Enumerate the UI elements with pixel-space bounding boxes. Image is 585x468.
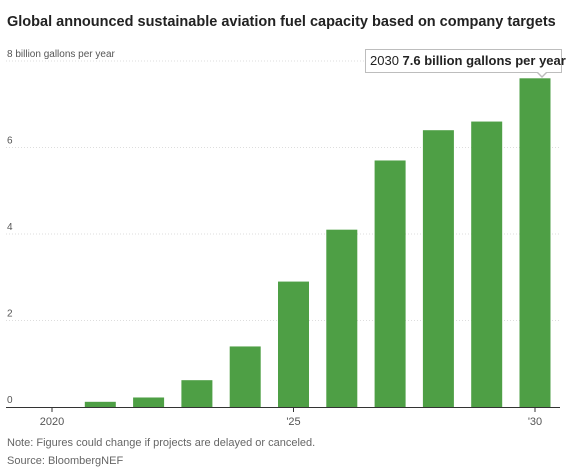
y-tick-label: 8 billion gallons per year [7, 49, 116, 60]
y-axis-ticks: 8 billion gallons per year 6 4 2 0 [7, 49, 116, 406]
x-tick-label: '30 [528, 416, 542, 428]
bar-2025 [278, 281, 309, 407]
y-tick-label: 0 [7, 395, 13, 406]
bars [84, 78, 551, 408]
bar-2028 [422, 130, 454, 407]
source-note: Source: BloombergNEF [7, 455, 124, 467]
bar-2021 [84, 401, 116, 407]
bar-2027 [374, 160, 406, 407]
x-axis: 2020 '25 '30 [6, 407, 560, 428]
chart-title: Global announced sustainable aviation fu… [7, 14, 556, 30]
y-tick-label: 6 [7, 136, 13, 147]
tooltip-pointer-fill [537, 71, 547, 76]
highlight-tooltip: 2030 7.6 billion gallons per year [365, 49, 566, 73]
x-tick-label: '25 [286, 416, 300, 428]
tooltip-value: 7.6 billion gallons per year [402, 53, 566, 68]
y-tick-label: 4 [7, 222, 13, 233]
bar-2029 [471, 121, 503, 408]
bar-2026 [326, 229, 358, 407]
bar-2024 [229, 346, 261, 407]
bar-2030 [519, 78, 551, 408]
footnote: Note: Figures could change if projects a… [7, 437, 316, 449]
x-tick-label: 2020 [40, 416, 64, 428]
bar-2022 [133, 397, 165, 407]
y-tick-label: 2 [7, 309, 13, 320]
bar-2023 [181, 380, 213, 407]
tooltip-year: 2030 [370, 53, 399, 68]
